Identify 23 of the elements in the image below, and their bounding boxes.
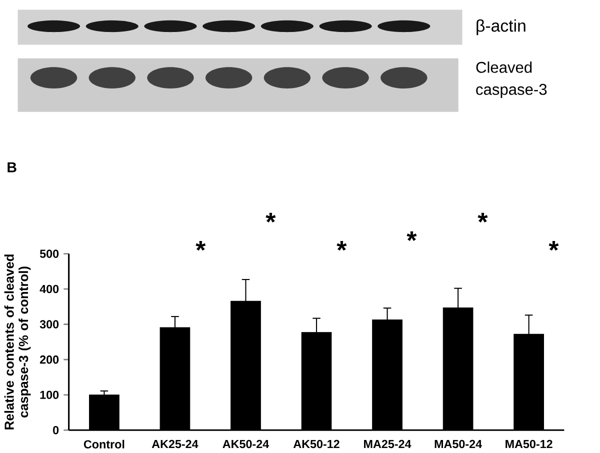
x-tick-label: AK50-12	[293, 440, 340, 448]
x-tick-label: Control	[84, 440, 124, 449]
x-tick-label: MA50-12	[506, 440, 552, 448]
text: *	[478, 212, 488, 223]
y-tick-label: 300	[40, 320, 59, 329]
y-axis-title: Relative contents of cleaved caspase-3 (% of control)	[4, 254, 31, 430]
x-tick-label: AK25-24	[152, 440, 198, 448]
y-tick-label: 100	[40, 390, 59, 400]
y-tick-label: 0	[53, 426, 59, 434]
x-tick-label: MA25-24	[364, 440, 412, 448]
x-tick-label: MA50-24	[434, 440, 482, 448]
text: *	[548, 241, 559, 251]
text: B	[8, 162, 16, 172]
text: *	[196, 241, 206, 251]
x-tick-label: AK50-24	[222, 440, 270, 448]
text: Cleaved caspase-3	[476, 62, 547, 98]
text: *	[266, 212, 276, 223]
text: *	[406, 231, 417, 242]
text: β-actin	[476, 19, 526, 36]
text: *	[336, 241, 347, 251]
y-tick-label: 400	[40, 285, 59, 294]
y-tick-label: 500	[40, 250, 59, 258]
y-tick-label: 200	[40, 356, 59, 364]
